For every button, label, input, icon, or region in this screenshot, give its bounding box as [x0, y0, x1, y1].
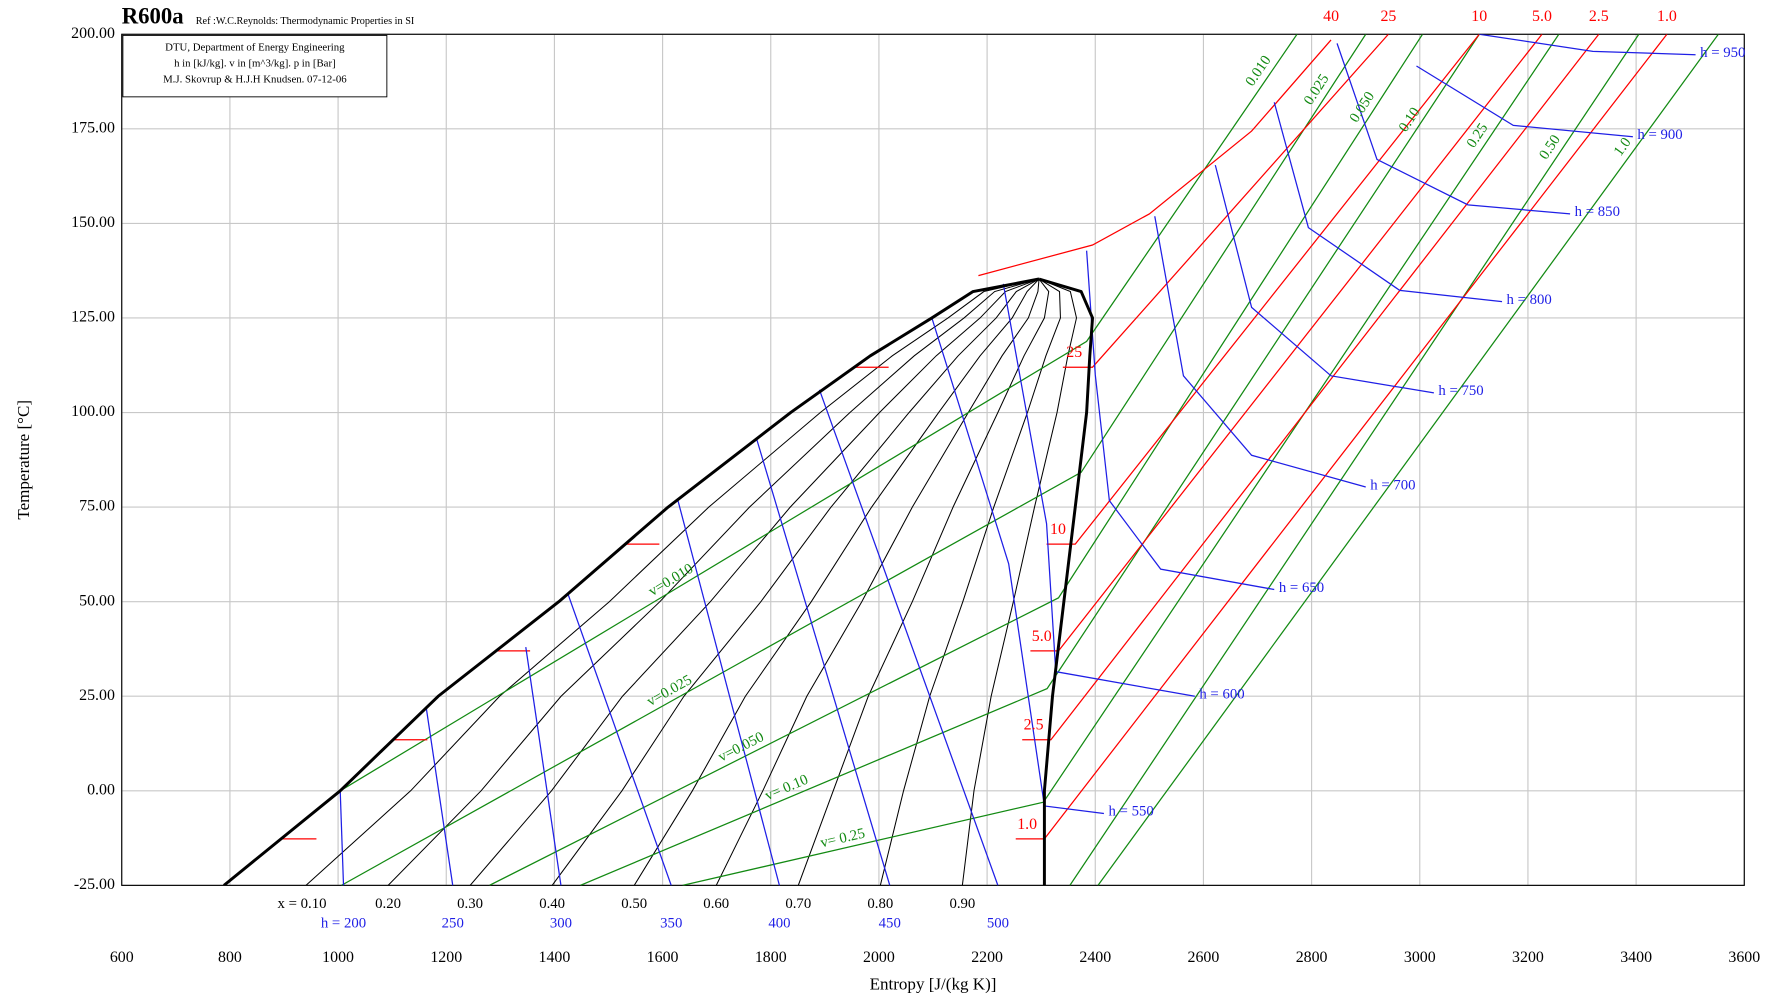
note-line: h in [kJ/kg]. v in [m^3/kg]. p in [Bar] [174, 57, 336, 69]
quality-label: 0.80 [867, 896, 893, 912]
chart-title: R600a [122, 4, 185, 29]
quality-label: 0.50 [621, 896, 647, 912]
isenthalp-label: h = 900 [1637, 127, 1682, 143]
isobar-inner-label: 2.5 [1024, 717, 1044, 734]
ts-diagram: R600a Ref :W.C.Reynolds: Thermodynamic P… [0, 0, 1775, 997]
isenthalp-label: h = 550 [1108, 804, 1153, 820]
isenthalp-label: h = 700 [1370, 477, 1415, 493]
quality-label: x = 0.10 [277, 896, 326, 912]
quality-label: 0.30 [457, 896, 483, 912]
isenthalp-label: h = 200 [321, 915, 366, 931]
y-tick-label: -25.00 [74, 876, 115, 893]
isobar-inner-label: 25 [1066, 344, 1082, 361]
isenthalp-label: h = 650 [1279, 580, 1324, 596]
isobar-label: 25 [1380, 8, 1396, 25]
isenthalp-label: 400 [768, 915, 790, 931]
x-tick-label: 600 [110, 949, 134, 966]
quality-label: 0.20 [375, 896, 401, 912]
y-tick-label: 50.00 [79, 592, 115, 609]
note-line: M.J. Skovrup & H.J.H Knudsen. 07-12-06 [163, 73, 347, 85]
isobar-label: 40 [1323, 8, 1339, 25]
isenthalp-label: h = 950 [1700, 45, 1745, 61]
x-tick-label: 3000 [1404, 949, 1436, 966]
y-tick-label: 25.00 [79, 687, 115, 704]
x-tick-label: 2200 [971, 949, 1003, 966]
x-tick-label: 3200 [1512, 949, 1544, 966]
isenthalp-label: h = 800 [1507, 292, 1552, 308]
x-tick-label: 1600 [647, 949, 679, 966]
x-tick-label: 2600 [1188, 949, 1220, 966]
x-tick-label: 3400 [1620, 949, 1652, 966]
isobar-label: 5.0 [1532, 8, 1552, 25]
isenthalp-label: 250 [442, 915, 464, 931]
quality-label: 0.70 [785, 896, 811, 912]
y-tick-label: 100.00 [71, 403, 115, 420]
x-tick-label: 2400 [1079, 949, 1111, 966]
isenthalp-label: h = 600 [1199, 686, 1244, 702]
isenthalp-label: h = 750 [1438, 383, 1483, 399]
quality-label: 0.60 [703, 896, 729, 912]
y-tick-label: 200.00 [71, 25, 115, 42]
y-axis-label: Temperature [°C] [14, 400, 33, 520]
isobar-inner-label: 5.0 [1032, 628, 1052, 645]
x-tick-label: 1800 [755, 949, 787, 966]
isobar-label: 10 [1471, 8, 1487, 25]
isobar-inner-label: 1.0 [1017, 816, 1037, 833]
note-line: DTU, Department of Energy Engineering [165, 41, 345, 53]
y-tick-label: 150.00 [71, 214, 115, 231]
isobar-inner-label: 10 [1050, 521, 1066, 538]
x-tick-label: 1200 [430, 949, 462, 966]
chart-subtitle: Ref :W.C.Reynolds: Thermodynamic Propert… [196, 16, 415, 27]
isenthalp-label: h = 850 [1575, 204, 1620, 220]
x-tick-label: 2000 [863, 949, 895, 966]
x-tick-label: 800 [218, 949, 242, 966]
isobar-label: 1.0 [1657, 8, 1677, 25]
y-tick-label: 125.00 [71, 309, 115, 326]
y-tick-label: 75.00 [79, 498, 115, 515]
x-tick-label: 2800 [1296, 949, 1328, 966]
quality-label: 0.40 [539, 896, 565, 912]
isenthalp-label: 500 [987, 915, 1009, 931]
isenthalp-label: 450 [879, 915, 901, 931]
y-tick-label: 175.00 [71, 119, 115, 136]
y-tick-label: 0.00 [87, 781, 115, 798]
x-tick-label: 3600 [1728, 949, 1760, 966]
isenthalp-label: 300 [550, 915, 572, 931]
x-tick-label: 1000 [322, 949, 354, 966]
quality-label: 0.90 [949, 896, 975, 912]
isobar-label: 2.5 [1589, 8, 1609, 25]
isenthalp-label: 350 [660, 915, 682, 931]
x-axis-label: Entropy [J/(kg K)] [870, 974, 997, 993]
x-tick-label: 1400 [539, 949, 571, 966]
